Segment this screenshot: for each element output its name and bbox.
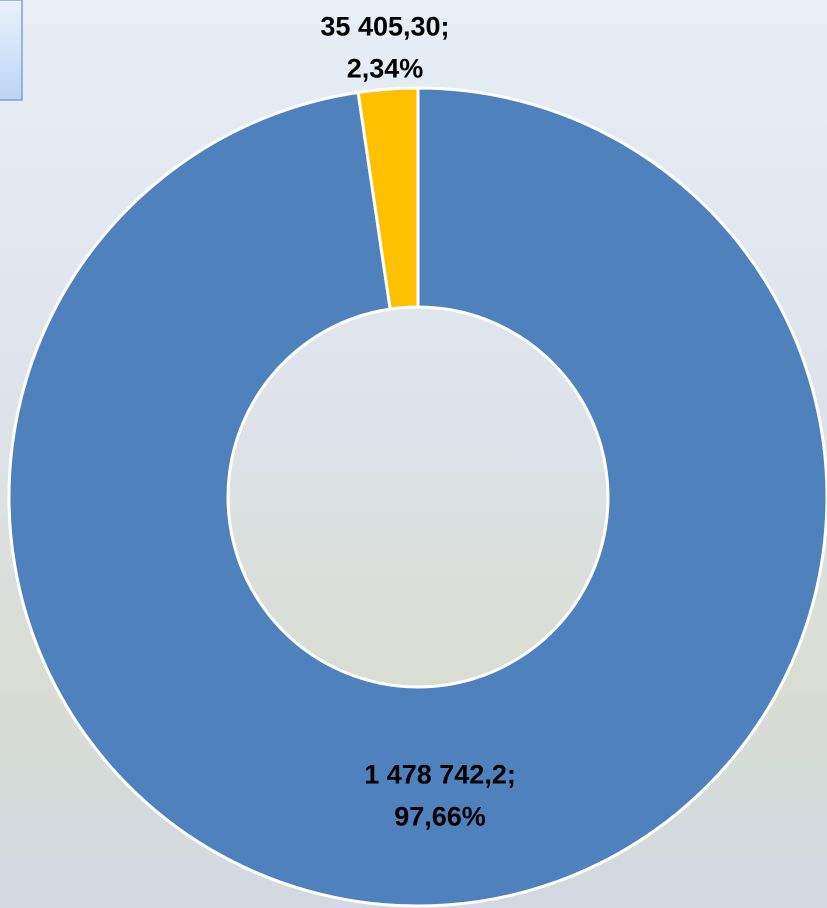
donut-segment [356, 86, 420, 311]
data-label: 1 478 742,2; [364, 759, 516, 789]
percent-label: 2,34% [347, 53, 424, 83]
donut-segment [7, 86, 827, 908]
data-label: 35 405,30; [320, 11, 449, 41]
percent-label: 97,66% [394, 801, 486, 831]
legend-box [0, 0, 23, 101]
